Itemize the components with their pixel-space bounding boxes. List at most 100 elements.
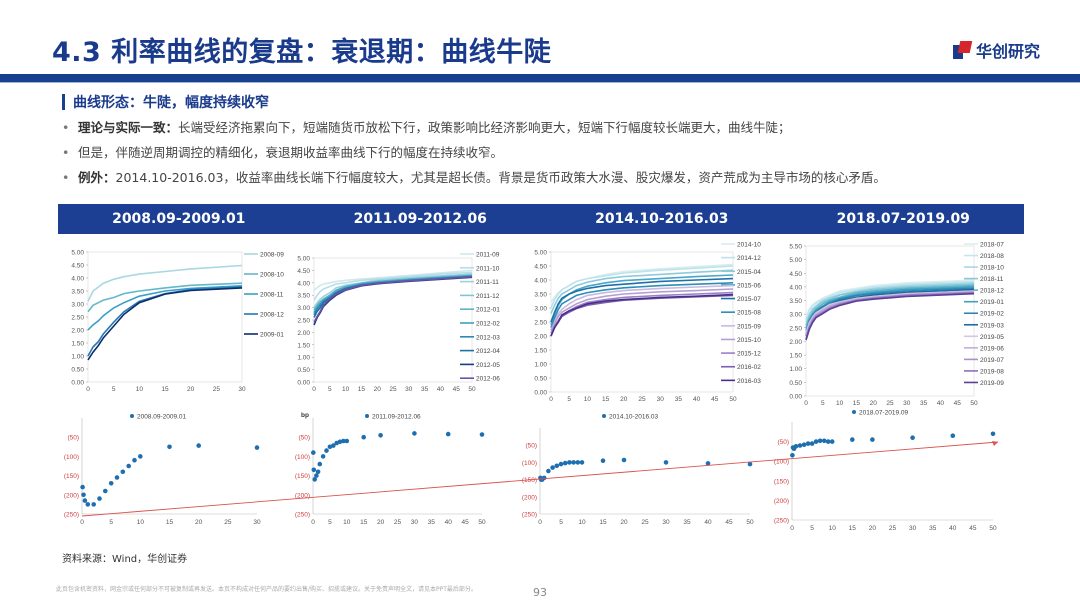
x-tick-label: 25 xyxy=(213,386,221,393)
y-tick-label: (250) xyxy=(295,512,310,519)
period-label: 2018.07-2019.09 xyxy=(836,211,970,227)
legend-label: 2015-06 xyxy=(737,282,761,289)
series-line xyxy=(805,283,975,326)
x-tick-label: 50 xyxy=(989,525,997,532)
x-tick-label: 20 xyxy=(620,519,628,526)
bullet-text: 2014.10-2016.03，收益率曲线长端下行幅度较大，尤其是超长债。背景是… xyxy=(115,170,886,185)
legend-label: 2019-09 xyxy=(980,380,1004,387)
legend-label: 2019-06 xyxy=(980,345,1004,352)
scatter-point xyxy=(829,439,835,444)
y-tick-label: 3.00 xyxy=(297,305,310,312)
x-tick-label: 20 xyxy=(374,386,382,393)
x-tick-label: 5 xyxy=(328,519,332,526)
y-tick-label: 5.00 xyxy=(534,250,547,257)
legend-label: 2019-02 xyxy=(980,311,1004,318)
scatter-point xyxy=(910,435,915,440)
x-tick-label: 5 xyxy=(109,519,113,526)
scatter-point xyxy=(378,433,383,438)
page-number: 93 xyxy=(533,586,547,599)
y-tick-label: (150) xyxy=(774,478,789,485)
y-tick-label: 3.00 xyxy=(71,302,84,309)
y-tick-label: 2.50 xyxy=(71,315,84,322)
legend-marker xyxy=(130,414,134,418)
y-tick-label: (150) xyxy=(295,473,310,480)
legend-label: 2012-05 xyxy=(476,362,500,369)
scatter-point xyxy=(103,488,108,494)
series-line xyxy=(313,276,473,323)
y-tick-label: 3.50 xyxy=(534,292,547,299)
x-tick-label: 5 xyxy=(328,386,332,393)
y-tick-label: (200) xyxy=(522,494,537,501)
y-tick-label: 2.50 xyxy=(789,325,802,332)
series-line xyxy=(550,293,734,337)
series-line xyxy=(550,284,734,331)
y-tick-label: 1.50 xyxy=(534,348,547,355)
bullet-list: • 理论与实际一致：长端受经济拖累向下，短端随货币放松下行，政策影响比经济影响更… xyxy=(62,115,1052,190)
legend-label: 2015-10 xyxy=(737,337,761,344)
scatter-point xyxy=(558,461,564,467)
bullet-keyword: 例外： xyxy=(78,170,116,185)
x-tick-label: 0 xyxy=(311,519,315,526)
scatter-point xyxy=(311,467,317,473)
y-tick-label: 1.50 xyxy=(71,341,84,348)
y-tick-label: 4.00 xyxy=(297,280,310,287)
y-tick-label: 0.50 xyxy=(534,376,547,383)
bullet-content: 但是，伴随逆周期调控的精细化，衰退期收益率曲线下行的幅度在持续收窄。 xyxy=(78,140,503,165)
bullet-item: • 例外：2014.10-2016.03，收益率曲线长端下行幅度较大，尤其是超长… xyxy=(62,165,1052,190)
scatter-point xyxy=(108,481,114,486)
scatter-point xyxy=(126,463,131,469)
yield-curve-chart: 0.00 0.50 1.00 1.50 2.00 2.50 3.00 3.50 4.00 4.50… xyxy=(789,242,1004,408)
legend-label: 2016-03 xyxy=(737,378,761,385)
scatter-point xyxy=(85,502,91,507)
y-tick-label: 0.00 xyxy=(71,380,84,387)
y-tick-label: 4.50 xyxy=(534,264,547,271)
scatter-point xyxy=(705,461,711,466)
page-title: 4.3 利率曲线的复盘：衰退期：曲线牛陡 xyxy=(52,37,552,68)
legend-label: 2014-10 xyxy=(737,242,761,249)
x-tick-label: 45 xyxy=(954,400,962,407)
legend-label: 2018-07 xyxy=(980,242,1004,249)
series-line xyxy=(805,280,975,320)
scatter-point xyxy=(579,460,585,465)
scatter-point xyxy=(82,498,88,503)
legend-label: 2018-08 xyxy=(980,253,1004,260)
x-tick-label: 30 xyxy=(909,525,917,532)
legend-label: 2015-04 xyxy=(737,269,761,276)
scatter-point xyxy=(790,453,795,458)
scatter-point xyxy=(317,461,323,467)
scatter-point xyxy=(311,450,316,455)
x-tick-label: 10 xyxy=(578,519,586,526)
logo-text: 华创研究 xyxy=(975,42,1040,61)
x-tick-label: 45 xyxy=(453,386,461,393)
scatter-point xyxy=(479,432,485,437)
x-tick-label: 25 xyxy=(224,519,232,526)
y-tick-label: 4.00 xyxy=(71,276,84,283)
scatter-point xyxy=(80,484,85,490)
x-tick-label: 10 xyxy=(836,400,844,407)
y-tick-label: 4.00 xyxy=(789,284,802,291)
scatter-point xyxy=(132,457,137,463)
scatter-point xyxy=(254,445,260,450)
scatter-point xyxy=(950,433,956,438)
bullet-text: 长端受经济拖累向下，短端随货币放松下行，政策影响比经济影响更大，短端下行幅度较长… xyxy=(178,120,791,135)
y-tick-label: 1.00 xyxy=(789,366,802,373)
plot-frame xyxy=(550,251,734,393)
x-tick-label: 45 xyxy=(969,525,977,532)
scatter-point xyxy=(817,438,823,444)
legend-label: 2008-11 xyxy=(260,292,284,299)
y-tick-label: (250) xyxy=(522,512,537,519)
x-tick-label: 45 xyxy=(461,519,469,526)
x-tick-label: 20 xyxy=(187,386,195,393)
scatter-point xyxy=(567,460,572,465)
x-tick-label: 0 xyxy=(80,519,84,526)
y-tick-label: (200) xyxy=(295,492,310,499)
x-tick-label: 40 xyxy=(693,396,701,403)
y-tick-label: 0.00 xyxy=(789,394,802,401)
y-tick-label: 4.50 xyxy=(789,271,802,278)
x-tick-label: 30 xyxy=(253,519,261,526)
y-tick-label: (50) xyxy=(777,439,789,446)
y-tick-label: 1.50 xyxy=(297,342,310,349)
legend-label: 2019-08 xyxy=(980,368,1004,375)
scatter-point xyxy=(445,431,451,437)
subheading: 曲线形态：牛陡，幅度持续收窄 xyxy=(62,92,269,112)
